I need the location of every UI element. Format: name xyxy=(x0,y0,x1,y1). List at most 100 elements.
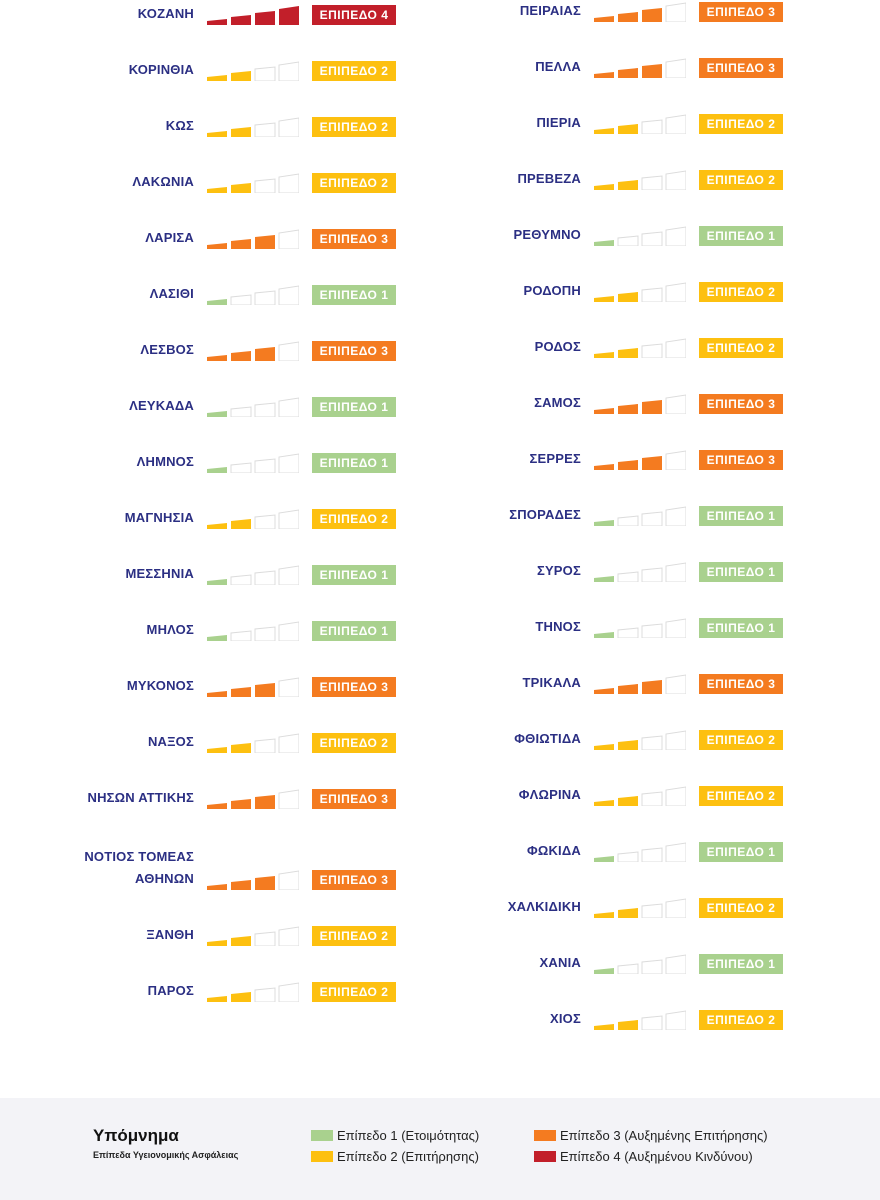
region-row: ΜΗΛΟΣ ΕΠΙΠΕΔΟ 1 xyxy=(0,603,396,659)
level-bar-empty xyxy=(665,898,686,918)
level-bar-filled xyxy=(594,744,614,750)
level-badge: ΕΠΙΠΕΔΟ 1 xyxy=(699,226,783,246)
level-indicator-bars xyxy=(594,1010,686,1030)
regions-column-left: ΚΟΖΑΝΗ ΕΠΙΠΕΔΟ 4 ΚΟΡΙΝΘΙΑ ΕΠΙΠΕΔΟ 2 ΚΩΣ ΕΠΙΠΕ… xyxy=(0,0,396,1020)
region-row: ΦΛΩΡΙΝΑ ΕΠΙΠΕΔΟ 2 xyxy=(387,768,783,824)
region-row: ΚΟΖΑΝΗ ΕΠΙΠΕΔΟ 4 xyxy=(0,0,396,43)
level-bar-empty xyxy=(665,394,686,414)
level-bar-empty xyxy=(665,730,686,750)
level-bar-filled xyxy=(618,124,638,134)
region-row: ΜΑΓΝΗΣΙΑ ΕΠΙΠΕΔΟ 2 xyxy=(0,491,396,547)
level-indicator-bars xyxy=(207,870,299,890)
region-row: ΦΘΙΩΤΙΔΑ ΕΠΙΠΕΔΟ 2 xyxy=(387,712,783,768)
level-bar-filled xyxy=(231,183,251,193)
region-name: ΣΕΡΡΕΣ xyxy=(529,451,581,466)
legend-swatch xyxy=(534,1151,556,1162)
level-indicator-bars xyxy=(207,341,299,361)
level-indicator-bars xyxy=(594,226,686,246)
legend-title: Υπόμνημα xyxy=(93,1126,179,1145)
level-bar-empty xyxy=(278,733,299,753)
level-badge: ΕΠΙΠΕΔΟ 1 xyxy=(699,506,783,526)
level-indicator-bars xyxy=(207,677,299,697)
level-badge: ΕΠΙΠΕΔΟ 1 xyxy=(699,562,783,582)
level-badge: ΕΠΙΠΕΔΟ 2 xyxy=(699,898,783,918)
level-bar-filled xyxy=(642,456,662,470)
region-name: ΦΛΩΡΙΝΑ xyxy=(518,787,581,802)
region-name: ΚΩΣ xyxy=(165,118,194,133)
level-bar-empty xyxy=(254,66,276,81)
level-bar-empty xyxy=(254,122,276,137)
region-name: ΠΡΕΒΕΖΑ xyxy=(517,171,581,186)
level-badge: ΕΠΙΠΕΔΟ 2 xyxy=(312,117,396,137)
level-bar-empty xyxy=(641,735,663,750)
legend-subtitle: Επίπεδα Υγειονομικής Ασφάλειας xyxy=(93,1150,239,1160)
level-badge: ΕΠΙΠΕΔΟ 1 xyxy=(312,397,396,417)
region-name: ΞΑΝΘΗ xyxy=(146,927,194,942)
level-bar-empty xyxy=(665,450,686,470)
level-bar-empty xyxy=(254,931,276,946)
region-name: ΛΑΚΩΝΙΑ xyxy=(132,174,194,189)
region-row: ΠΕΛΛΑ ΕΠΙΠΕΔΟ 3 xyxy=(387,40,783,96)
level-bar-empty xyxy=(617,851,639,862)
region-name: ΧΑΛΚΙΔΙΚΗ xyxy=(507,899,581,914)
level-bar-filled xyxy=(255,235,275,249)
level-badge: ΕΠΙΠΕΔΟ 1 xyxy=(312,565,396,585)
level-bar-empty xyxy=(278,397,299,417)
level-bar-filled xyxy=(207,355,227,361)
level-bar-empty xyxy=(254,514,276,529)
level-badge: ΕΠΙΠΕΔΟ 3 xyxy=(312,789,396,809)
level-indicator-bars xyxy=(594,618,686,638)
region-name: ΜΕΣΣΗΝΙΑ xyxy=(125,566,194,581)
level-badge: ΕΠΙΠΕΔΟ 2 xyxy=(699,730,783,750)
region-name: ΝΟΤΙΟΣ ΤΟΜΕΑΣ ΑΘΗΝΩΝ xyxy=(84,849,194,886)
level-indicator-bars xyxy=(594,338,686,358)
level-bar-empty xyxy=(641,959,663,974)
level-bar-filled xyxy=(207,996,227,1002)
region-row: ΤΡΙΚΑΛΑ ΕΠΙΠΕΔΟ 3 xyxy=(387,656,783,712)
region-name: ΣΑΜΟΣ xyxy=(534,395,581,410)
level-indicator-bars xyxy=(594,170,686,190)
level-bar-filled xyxy=(618,796,638,806)
level-bar-empty xyxy=(665,618,686,638)
level-badge: ΕΠΙΠΕΔΟ 2 xyxy=(312,509,396,529)
level-bar-empty xyxy=(665,562,686,582)
level-badge: ΕΠΙΠΕΔΟ 3 xyxy=(312,341,396,361)
region-row: ΠΡΕΒΕΖΑ ΕΠΙΠΕΔΟ 2 xyxy=(387,152,783,208)
level-bar-empty xyxy=(278,173,299,193)
level-bar-filled xyxy=(594,856,614,862)
region-name: ΛΗΜΝΟΣ xyxy=(136,454,194,469)
level-badge: ΕΠΙΠΕΔΟ 4 xyxy=(312,5,396,25)
level-indicator-bars xyxy=(594,898,686,918)
level-bar-empty xyxy=(230,294,252,305)
level-badge: ΕΠΙΠΕΔΟ 2 xyxy=(312,982,396,1002)
level-indicator-bars xyxy=(207,509,299,529)
level-bar-empty xyxy=(665,170,686,190)
level-indicator-bars xyxy=(207,982,299,1002)
region-name: ΠΙΕΡΙΑ xyxy=(536,115,581,130)
region-row: ΛΑΣΙΘΙ ΕΠΙΠΕΔΟ 1 xyxy=(0,267,396,323)
level-badge: ΕΠΙΠΕΔΟ 2 xyxy=(312,61,396,81)
level-badge: ΕΠΙΠΕΔΟ 2 xyxy=(699,1010,783,1030)
level-bar-filled xyxy=(207,803,227,809)
level-bar-filled xyxy=(255,876,275,890)
level-bar-empty xyxy=(665,1010,686,1030)
level-indicator-bars xyxy=(594,842,686,862)
level-bar-empty xyxy=(254,178,276,193)
level-bar-empty xyxy=(665,114,686,134)
level-bar-filled xyxy=(594,408,614,414)
level-bar-filled xyxy=(618,68,638,78)
level-bar-filled xyxy=(594,72,614,78)
level-bar-filled xyxy=(255,347,275,361)
region-name: ΛΕΥΚΑΔΑ xyxy=(129,398,194,413)
region-name: ΦΩΚΙΔΑ xyxy=(526,843,581,858)
level-indicator-bars xyxy=(594,562,686,582)
level-indicator-bars xyxy=(207,229,299,249)
region-name: ΛΑΡΙΣΑ xyxy=(145,230,194,245)
level-bar-filled xyxy=(594,16,614,22)
level-bar-filled xyxy=(618,404,638,414)
level-badge: ΕΠΙΠΕΔΟ 3 xyxy=(699,58,783,78)
level-badge: ΕΠΙΠΕΔΟ 2 xyxy=(312,173,396,193)
level-indicator-bars xyxy=(594,394,686,414)
legend-label: Επίπεδο 3 (Αυξημένης Επιτήρησης) xyxy=(560,1128,768,1143)
level-bar-empty xyxy=(665,674,686,694)
